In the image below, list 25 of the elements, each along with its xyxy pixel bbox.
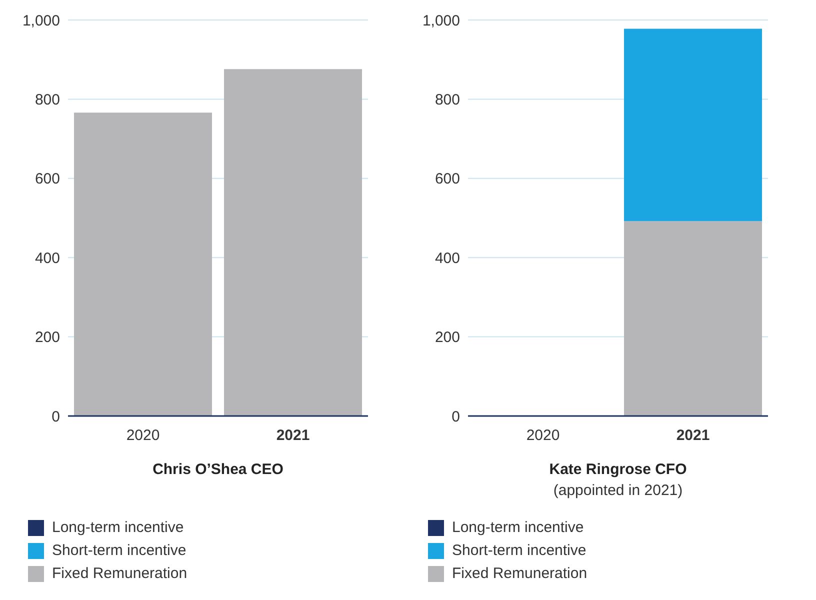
x-axis-title: Chris O’Shea CEO	[152, 461, 284, 478]
legend-label: Fixed Remuneration	[52, 565, 188, 582]
y-tick-label: 800	[434, 92, 460, 109]
y-tick-label: 200	[434, 329, 460, 346]
legend-label: Fixed Remuneration	[452, 565, 588, 582]
x-tick-label: 2020	[126, 427, 160, 444]
y-tick-label: 600	[34, 170, 60, 188]
legend-label: Short-term incentive	[452, 542, 586, 559]
legend-label: Short-term incentive	[52, 542, 186, 559]
x-axis-title: Kate Ringrose CFO	[549, 461, 688, 478]
y-tick-label: 400	[434, 250, 460, 267]
x-tick-label: 2020	[526, 427, 560, 444]
y-tick-label: 800	[34, 92, 60, 109]
y-tick-label: 600	[434, 170, 460, 188]
y-tick-label: 0	[52, 408, 60, 426]
y-tick-label: 200	[34, 329, 60, 346]
legend-label: Long-term incentive	[452, 519, 584, 536]
text: (appointed in 2021)	[552, 482, 684, 499]
x-tick-label: 2021	[276, 427, 310, 444]
y-tick-label: 1,000	[422, 12, 460, 30]
y-tick-label: 1,000	[22, 12, 60, 30]
legend-label: Long-term incentive	[52, 519, 184, 536]
x-tick-label: 2021	[676, 427, 710, 444]
y-tick-label: 0	[452, 408, 460, 426]
y-tick-label: 400	[34, 250, 60, 267]
